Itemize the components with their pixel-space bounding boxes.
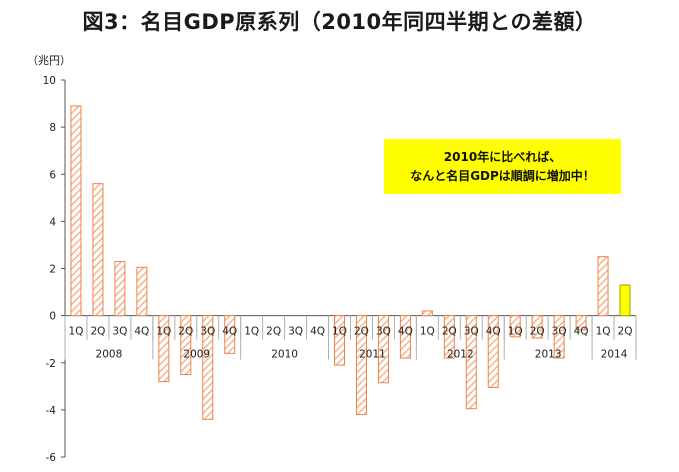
- bar-2q-17: [443, 315, 455, 359]
- quarter-label: 1Q: [420, 326, 435, 338]
- year-label-2012: 2012: [447, 349, 474, 361]
- bar-3q-22: [553, 315, 565, 359]
- quarter-label: 1Q: [332, 326, 347, 338]
- bar-2q-21: [531, 315, 543, 339]
- quarter-label: 3Q: [288, 326, 303, 338]
- bar-2q-1: [92, 183, 104, 317]
- y-tick-label: 2: [49, 264, 56, 276]
- y-tick-label: 4: [49, 216, 56, 228]
- bar-4q-15: [399, 315, 411, 359]
- bar-4q-7: [224, 315, 236, 354]
- y-axis-unit-label: （兆円）: [27, 54, 71, 67]
- year-label-2008: 2008: [96, 349, 123, 361]
- quarter-label: 1Q: [69, 326, 84, 338]
- y-tick-label: 10: [43, 75, 56, 87]
- bar-4q-23: [575, 315, 587, 331]
- bar-1q-20: [509, 315, 521, 338]
- bar-1q-4: [158, 315, 170, 383]
- quarter-label: 2Q: [530, 326, 545, 338]
- bar-1q-16: [421, 310, 433, 317]
- y-tick-label: 6: [49, 169, 56, 181]
- quarter-label: 1Q: [156, 326, 171, 338]
- quarter-label: 3Q: [376, 326, 391, 338]
- quarter-label: 2Q: [618, 326, 633, 338]
- quarter-label: 1Q: [596, 326, 611, 338]
- quarter-label: 4Q: [486, 326, 501, 338]
- quarter-label: 3Q: [464, 326, 479, 338]
- quarter-label: 4Q: [134, 326, 149, 338]
- quarter-label: 2Q: [178, 326, 193, 338]
- quarter-label: 2Q: [266, 326, 281, 338]
- quarter-label: 4Q: [398, 326, 413, 338]
- bar-1q-0: [70, 105, 82, 317]
- quarter-label: 3Q: [552, 326, 567, 338]
- annotation-callout: 2010年に比べれば、 なんと名目GDPは順調に増加中！: [384, 139, 621, 194]
- year-label-2013: 2013: [535, 349, 562, 361]
- bar-2q-25: [619, 284, 631, 317]
- bar-1q-24: [597, 256, 609, 317]
- quarter-label: 1Q: [244, 326, 259, 338]
- y-tick-label: -2: [46, 358, 56, 370]
- quarter-label: 1Q: [508, 326, 523, 338]
- quarter-label: 3Q: [200, 326, 215, 338]
- y-tick-label: 0: [49, 311, 56, 323]
- bar-2q-5: [180, 315, 192, 376]
- bar-2q-13: [355, 315, 367, 416]
- y-tick-label: -6: [46, 452, 57, 464]
- bar-3q-14: [377, 315, 389, 384]
- quarter-label: 2Q: [442, 326, 457, 338]
- chart-title: 図3：名目GDP原系列（2010年同四半期との差額）: [82, 10, 597, 34]
- y-tick-label: -4: [46, 405, 57, 417]
- year-label-2009: 2009: [183, 349, 210, 361]
- quarter-label: 4Q: [310, 326, 325, 338]
- year-label-2010: 2010: [271, 349, 298, 361]
- y-tick-label: 8: [49, 122, 56, 134]
- year-label-2014: 2014: [601, 349, 628, 361]
- bar-4q-19: [487, 315, 499, 388]
- bar-3q-18: [465, 315, 477, 410]
- bar-1q-12: [334, 315, 346, 366]
- quarter-label: 3Q: [112, 326, 127, 338]
- bar-3q-6: [202, 315, 214, 420]
- quarter-label: 4Q: [574, 326, 589, 338]
- bar-3q-2: [114, 260, 126, 317]
- annotation-line-1: 2010年に比べれば、: [443, 150, 562, 164]
- bar-4q-3: [136, 266, 148, 317]
- quarter-label: 2Q: [354, 326, 369, 338]
- quarter-label: 2Q: [90, 326, 105, 338]
- annotation-line-2: なんと名目GDPは順調に増加中！: [410, 169, 595, 183]
- quarter-label: 4Q: [222, 326, 237, 338]
- year-label-2011: 2011: [359, 349, 386, 361]
